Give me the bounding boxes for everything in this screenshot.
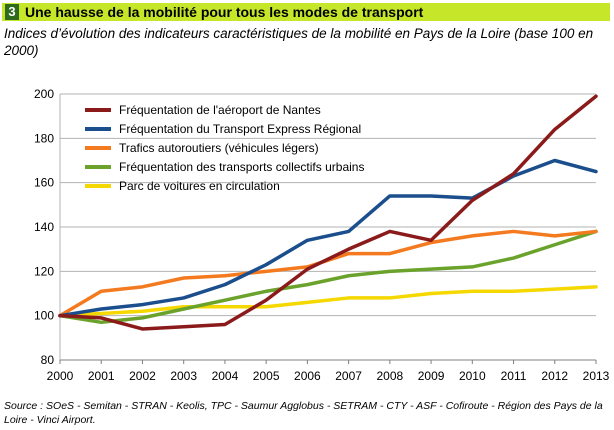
y-tick-label-180: 180 — [34, 131, 54, 145]
chart-subtitle: Indices d’évolution des indicateurs cara… — [4, 26, 594, 58]
legend-label-trafics-autoroutiers-vehicules-legers: Trafics autoroutiers (véhicules légers) — [119, 141, 319, 155]
x-tick-label-2001: 2001 — [88, 369, 115, 383]
y-tick-label-160: 160 — [34, 176, 54, 190]
x-tick-label-2013: 2013 — [583, 369, 610, 383]
y-tick-label-100: 100 — [34, 309, 54, 323]
x-tick-label-2002: 2002 — [129, 369, 156, 383]
x-tick-label-2008: 2008 — [376, 369, 403, 383]
x-tick-label-2004: 2004 — [212, 369, 239, 383]
legend-label-frequentation-du-transport-express-regional: Fréquentation du Transport Express Régio… — [119, 122, 361, 136]
x-tick-label-2012: 2012 — [541, 369, 568, 383]
y-tick-label-200: 200 — [34, 87, 54, 101]
x-tick-label-2009: 2009 — [418, 369, 445, 383]
series-line-parc-de-voitures-en-circulation — [58, 285, 598, 318]
x-tick-label-2006: 2006 — [294, 369, 321, 383]
series-line-trafics-autoroutiers-vehicules-legers — [58, 229, 598, 318]
y-tick-label-80: 80 — [41, 353, 55, 367]
title-bar: 3 Une hausse de la mobilité pour tous le… — [2, 3, 610, 21]
x-tick-label-2003: 2003 — [170, 369, 197, 383]
series-line-frequentation-de-l-aeroport-de-nantes — [58, 94, 598, 331]
x-tick-label-2007: 2007 — [335, 369, 362, 383]
legend-label-frequentation-de-l-aeroport-de-nantes: Fréquentation de l'aéroport de Nantes — [119, 103, 321, 117]
legend-label-frequentation-des-transports-collectifs-urbains: Fréquentation des transports collectifs … — [119, 160, 364, 174]
x-tick-label-2005: 2005 — [253, 369, 280, 383]
source-note: Source : SOeS - Semitan - STRAN - Keolis… — [4, 400, 603, 426]
x-tick-label-2011: 2011 — [501, 369, 527, 383]
x-tick-label-2010: 2010 — [459, 369, 486, 383]
series-line-frequentation-des-transports-collectifs-urbains — [58, 229, 598, 325]
y-tick-label-120: 120 — [34, 264, 54, 278]
y-tick-label-140: 140 — [34, 220, 54, 234]
legend-label-parc-de-voitures-en-circulation: Parc de voitures en circulation — [119, 179, 280, 193]
x-tick-label-2000: 2000 — [47, 369, 74, 383]
chart-title: Une hausse de la mobilité pour tous les … — [25, 4, 424, 20]
figure-number: 3 — [5, 4, 19, 20]
